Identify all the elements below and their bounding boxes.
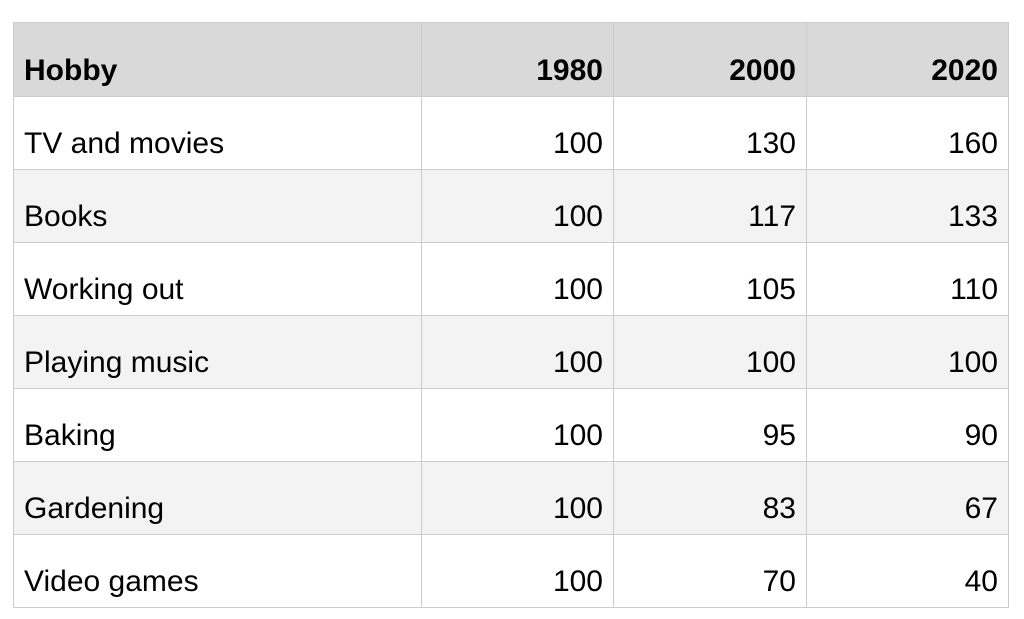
table-row: Working out 100 105 110 (13, 242, 1009, 316)
value-cell: 130 (613, 96, 807, 170)
table-row: Playing music 100 100 100 (13, 315, 1009, 389)
value-cell: 160 (806, 96, 1009, 170)
value-cell: 70 (613, 534, 807, 608)
hobby-cell: Baking (13, 388, 422, 462)
table-row: Books 100 117 133 (13, 169, 1009, 243)
hobby-cell: Playing music (13, 315, 422, 389)
table-row: Baking 100 95 90 (13, 388, 1009, 462)
value-cell: 100 (613, 315, 807, 389)
value-cell: 110 (806, 242, 1009, 316)
table-header: Hobby 1980 2000 2020 (13, 22, 1009, 97)
column-header-2020: 2020 (806, 22, 1009, 97)
value-cell: 95 (613, 388, 807, 462)
value-cell: 100 (421, 461, 614, 535)
hobby-trends-table: Hobby 1980 2000 2020 TV and movies 100 130… (13, 22, 1009, 608)
value-cell: 105 (613, 242, 807, 316)
hobby-cell: Books (13, 169, 422, 243)
value-cell: 40 (806, 534, 1009, 608)
table-row: Video games 100 70 40 (13, 534, 1009, 608)
hobby-trends-table-wrap: Hobby 1980 2000 2020 TV and movies 100 130… (13, 22, 1009, 608)
value-cell: 100 (421, 242, 614, 316)
header-row: Hobby 1980 2000 2020 (13, 22, 1009, 97)
table-row: TV and movies 100 130 160 (13, 96, 1009, 170)
hobby-cell: Working out (13, 242, 422, 316)
value-cell: 67 (806, 461, 1009, 535)
table-row: Gardening 100 83 67 (13, 461, 1009, 535)
value-cell: 100 (421, 169, 614, 243)
hobby-cell: Video games (13, 534, 422, 608)
value-cell: 133 (806, 169, 1009, 243)
table-body: TV and movies 100 130 160 Books 100 117 133 Work… (13, 96, 1009, 608)
value-cell: 117 (613, 169, 807, 243)
column-header-hobby: Hobby (13, 22, 422, 97)
value-cell: 90 (806, 388, 1009, 462)
value-cell: 100 (806, 315, 1009, 389)
value-cell: 83 (613, 461, 807, 535)
value-cell: 100 (421, 388, 614, 462)
value-cell: 100 (421, 96, 614, 170)
value-cell: 100 (421, 315, 614, 389)
hobby-cell: Gardening (13, 461, 422, 535)
column-header-1980: 1980 (421, 22, 614, 97)
hobby-cell: TV and movies (13, 96, 422, 170)
column-header-2000: 2000 (613, 22, 807, 97)
value-cell: 100 (421, 534, 614, 608)
